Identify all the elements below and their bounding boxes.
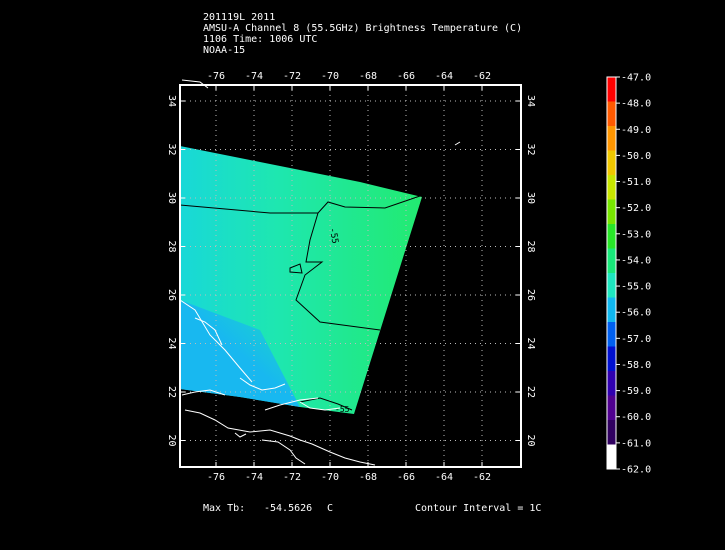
- lat-tick-label-left: 30: [166, 192, 177, 204]
- lon-tick-label-bottom: -74: [245, 472, 263, 483]
- lat-tick-label-left: 34: [166, 95, 177, 107]
- lon-tick-label-top: -70: [321, 71, 339, 82]
- lon-tick-label-top: -66: [397, 71, 415, 82]
- title-line-channel: AMSU-A Channel 8 (55.5GHz) Brightness Te…: [203, 23, 523, 34]
- lon-tick-label-bottom: -64: [435, 472, 453, 483]
- contour-label-lower: -55: [335, 405, 350, 414]
- colorbar-label: -49.0: [621, 125, 651, 136]
- lat-tick-label-left: 20: [166, 434, 177, 446]
- lat-tick-label-right: 32: [525, 143, 536, 155]
- lon-tick-label-top: -76: [207, 71, 225, 82]
- colorbar-segment: [607, 101, 616, 127]
- colorbar-label: -56.0: [621, 308, 651, 319]
- colorbar-segment: [607, 224, 616, 249]
- lat-tick-label-right: 30: [525, 192, 536, 204]
- lat-tick-label-right: 22: [525, 386, 536, 398]
- title-line-satellite: NOAA-15: [203, 45, 246, 56]
- colorbar-segment: [607, 371, 616, 396]
- colorbar-segment: [607, 444, 616, 470]
- lat-tick-label-right: 24: [525, 337, 536, 349]
- lat-tick-label-right: 34: [525, 95, 536, 107]
- contour-interval: Contour Interval = 1C: [415, 503, 542, 514]
- title-line-storm: 201119L 2011: [203, 12, 276, 23]
- colorbar-label: -48.0: [621, 99, 651, 110]
- colorbar-segment: [607, 297, 616, 323]
- colorbar-label: -61.0: [621, 438, 651, 449]
- axis-tick-labels: -76 -76 -74 -74 -72 -72 -70 -70 -68 -68 -66 -66 -64 -…: [166, 71, 536, 483]
- colorbar-segment: [607, 77, 616, 102]
- max-tb-label: Max Tb:: [203, 503, 246, 514]
- contour-line-55: [179, 195, 421, 331]
- lat-tick-label-left: 28: [166, 240, 177, 252]
- colorbar-label: -58.0: [621, 360, 651, 371]
- lon-tick-label-top: -62: [473, 71, 491, 82]
- lat-lon-grid: [180, 85, 521, 467]
- lon-tick-label-top: -74: [245, 71, 263, 82]
- colorbar-segment: [607, 346, 616, 372]
- lat-tick-label-left: 22: [166, 386, 177, 398]
- lat-tick-label-right: 20: [525, 434, 536, 446]
- colorbar-label: -59.0: [621, 386, 651, 397]
- contour-line-55-lower: [299, 397, 353, 411]
- colorbar-segment: [607, 150, 616, 176]
- colorbar-label: -57.0: [621, 334, 651, 345]
- lon-tick-label-bottom: -72: [283, 472, 301, 483]
- colorbar-segment: [607, 273, 616, 298]
- lon-tick-label-top: -68: [359, 71, 377, 82]
- lat-tick-label-left: 26: [166, 289, 177, 301]
- colorbar-label: -53.0: [621, 229, 651, 240]
- lat-tick-label-right: 28: [525, 240, 536, 252]
- colorbar-label: -52.0: [621, 203, 651, 214]
- colorbar-segment: [607, 199, 616, 225]
- colorbar-segment: [607, 322, 616, 347]
- colorbar-label: -47.0: [621, 73, 651, 84]
- colorbar-label: -60.0: [621, 412, 651, 423]
- colorbar-segment: [607, 175, 616, 200]
- colorbar-segment: [607, 126, 616, 151]
- lon-tick-label-bottom: -66: [397, 472, 415, 483]
- map-frame: [179, 84, 522, 468]
- colorbar-label: -62.0: [621, 465, 651, 476]
- title-line-time: 1106 Time: 1006 UTC: [203, 34, 318, 45]
- lat-tick-label-left: 24: [166, 337, 177, 349]
- colorbar-segment: [607, 420, 616, 445]
- lat-tick-label-right: 26: [525, 289, 536, 301]
- lon-tick-label-bottom: -70: [321, 472, 339, 483]
- colorbar-frame: [606, 76, 617, 470]
- lon-tick-label-bottom: -76: [207, 472, 225, 483]
- lon-tick-label-bottom: -68: [359, 472, 377, 483]
- contour-label: -55: [327, 227, 340, 245]
- lon-tick-label-top: -64: [435, 71, 453, 82]
- colorbar-segment: [607, 248, 616, 274]
- coastlines: [179, 79, 461, 466]
- max-tb-value: -54.5626: [264, 503, 313, 514]
- colorbar-label: -50.0: [621, 151, 651, 162]
- colorbar-label: -55.0: [621, 282, 651, 293]
- colorbar-segment: [607, 395, 616, 421]
- swath-cold-region: [180, 300, 300, 407]
- lat-tick-label-left: 32: [166, 143, 177, 155]
- colorbar-label: -51.0: [621, 177, 651, 188]
- lon-tick-label-top: -72: [283, 71, 301, 82]
- colorbar-label: -54.0: [621, 255, 651, 266]
- colorbar: -47.0 -48.0 -49.0 -50.0 -51.0 -52.0 -53.0 -54.0…: [606, 73, 651, 476]
- max-tb-unit: C: [327, 503, 334, 514]
- lon-tick-label-bottom: -62: [473, 472, 491, 483]
